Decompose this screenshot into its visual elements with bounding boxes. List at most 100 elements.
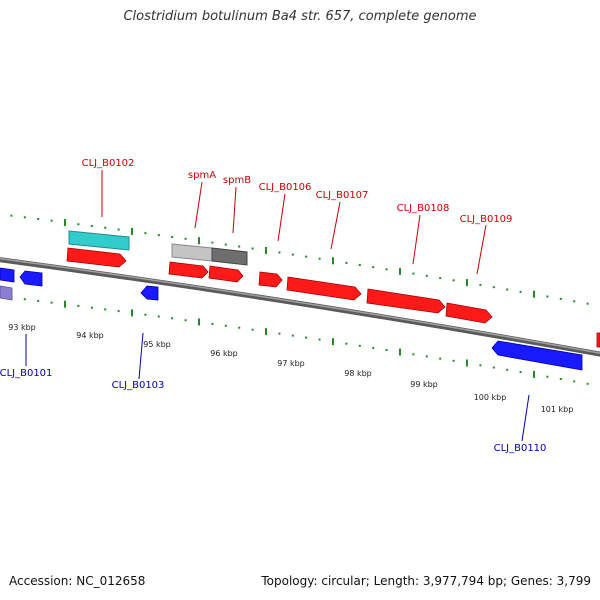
upper-minor-tick bbox=[90, 225, 93, 227]
upper-minor-tick bbox=[358, 264, 361, 266]
lower-minor-tick bbox=[144, 313, 147, 316]
upper-minor-tick bbox=[23, 216, 26, 219]
lower-minor-tick bbox=[291, 334, 294, 337]
scale-label-99kbp: 99 kbp bbox=[410, 380, 438, 389]
lower-minor-tick bbox=[211, 322, 214, 325]
lower-major-tick bbox=[64, 300, 66, 308]
lower-minor-tick bbox=[305, 336, 308, 339]
genome-summary-text: Topology: circular; Length: 3,977,794 bp… bbox=[261, 574, 591, 588]
scale-label-97kbp: 97 kbp bbox=[277, 359, 305, 368]
feature-cyan bbox=[68, 230, 130, 251]
label-spmb: spmB bbox=[223, 175, 251, 186]
label-clj-b0101: CLJ_B0101 bbox=[0, 368, 52, 379]
upper-minor-tick bbox=[519, 290, 522, 293]
gene-right-edge bbox=[596, 332, 600, 348]
gene-clj-b0106 bbox=[258, 271, 283, 288]
label-clj-b0103: CLJ_B0103 bbox=[112, 380, 165, 391]
upper-major-tick bbox=[399, 267, 401, 275]
upper-minor-tick bbox=[171, 235, 174, 238]
feature-violet bbox=[0, 285, 13, 301]
label-spma: spmA bbox=[188, 170, 216, 181]
lower-minor-tick bbox=[573, 380, 576, 383]
lower-minor-tick bbox=[171, 317, 174, 320]
gene-clj-b0109 bbox=[445, 302, 493, 324]
lower-minor-tick bbox=[77, 304, 80, 307]
scale-label-95kbp: 95 kbp bbox=[143, 340, 171, 349]
lower-minor-tick bbox=[385, 349, 388, 351]
lower-major-tick bbox=[265, 328, 267, 336]
gene-spma bbox=[168, 261, 209, 279]
label-clj-b0108: CLJ_B0108 bbox=[397, 203, 450, 214]
scale-label-100kbp: 100 kbp bbox=[474, 393, 507, 402]
accession-text: Accession: NC_012658 bbox=[9, 574, 146, 588]
gene-clj-b0101 bbox=[19, 270, 43, 287]
label-clj-b0109: CLJ_B0109 bbox=[460, 214, 513, 225]
lower-minor-tick bbox=[345, 342, 348, 345]
upper-minor-tick bbox=[345, 261, 348, 264]
gene-clj-b0107 bbox=[286, 276, 362, 301]
upper-minor-tick bbox=[50, 219, 53, 222]
upper-minor-tick bbox=[586, 302, 589, 305]
lower-minor-tick bbox=[224, 324, 227, 327]
upper-minor-tick bbox=[224, 243, 227, 246]
scale-label-93kbp: 93 kbp bbox=[8, 323, 36, 332]
lower-minor-tick bbox=[117, 310, 120, 313]
lower-minor-tick bbox=[492, 366, 495, 369]
lower-minor-tick bbox=[184, 319, 187, 322]
lower-tick-track bbox=[10, 296, 589, 385]
lower-minor-tick bbox=[23, 298, 26, 301]
upper-minor-tick bbox=[305, 255, 308, 258]
upper-tick-track bbox=[10, 214, 589, 305]
gene-left-edge bbox=[0, 267, 15, 283]
lower-minor-tick bbox=[372, 346, 375, 349]
upper-minor-tick bbox=[385, 268, 388, 271]
upper-minor-tick bbox=[104, 226, 107, 229]
lower-minor-tick bbox=[506, 368, 509, 371]
upper-minor-tick bbox=[117, 228, 120, 231]
gene-clj-b0102 bbox=[66, 247, 127, 268]
scale-label-94kbp: 94 kbp bbox=[76, 331, 104, 340]
lower-minor-tick bbox=[278, 332, 281, 335]
lower-minor-tick bbox=[157, 315, 160, 318]
upper-minor-tick bbox=[506, 288, 509, 291]
upper-major-tick bbox=[265, 247, 267, 254]
upper-major-tick bbox=[198, 237, 200, 245]
gene-spmb bbox=[208, 265, 244, 283]
upper-minor-tick bbox=[10, 214, 13, 217]
lower-minor-tick bbox=[452, 359, 455, 362]
upper-major-tick bbox=[131, 227, 133, 235]
forward-label-leaders bbox=[101, 170, 487, 275]
lower-minor-tick bbox=[104, 308, 107, 311]
lower-major-tick bbox=[399, 348, 401, 356]
lower-minor-tick bbox=[559, 378, 562, 380]
lower-major-tick bbox=[131, 309, 133, 317]
lower-major-tick bbox=[533, 370, 535, 378]
upper-minor-tick bbox=[184, 237, 187, 240]
label-clj-b0110: CLJ_B0110 bbox=[494, 443, 547, 454]
upper-minor-tick bbox=[318, 257, 321, 260]
upper-minor-tick bbox=[559, 297, 562, 300]
upper-minor-tick bbox=[238, 245, 241, 248]
upper-minor-tick bbox=[546, 295, 549, 298]
upper-minor-tick bbox=[37, 218, 40, 220]
reverse-label-leaders bbox=[25, 332, 530, 442]
lower-minor-tick bbox=[318, 338, 321, 341]
lower-minor-tick bbox=[251, 328, 254, 331]
lower-major-tick bbox=[332, 338, 334, 346]
feature-dark bbox=[211, 247, 248, 266]
scale-label-96kbp: 96 kbp bbox=[210, 349, 238, 358]
scale-label-101kbp: 101 kbp bbox=[541, 405, 574, 414]
label-clj-b0102: CLJ_B0102 bbox=[82, 158, 135, 169]
upper-major-tick bbox=[64, 219, 66, 226]
label-clj-b0106: CLJ_B0106 bbox=[259, 182, 312, 193]
feature-grey bbox=[171, 243, 213, 262]
upper-minor-tick bbox=[439, 277, 442, 280]
genome-backbone bbox=[0, 257, 600, 357]
upper-major-tick bbox=[466, 279, 468, 287]
gene-clj-b0108 bbox=[366, 288, 446, 314]
upper-minor-tick bbox=[157, 234, 160, 237]
upper-minor-tick bbox=[372, 266, 375, 269]
upper-major-tick bbox=[533, 290, 535, 298]
lower-major-tick bbox=[466, 359, 468, 367]
lower-minor-tick bbox=[90, 306, 93, 309]
